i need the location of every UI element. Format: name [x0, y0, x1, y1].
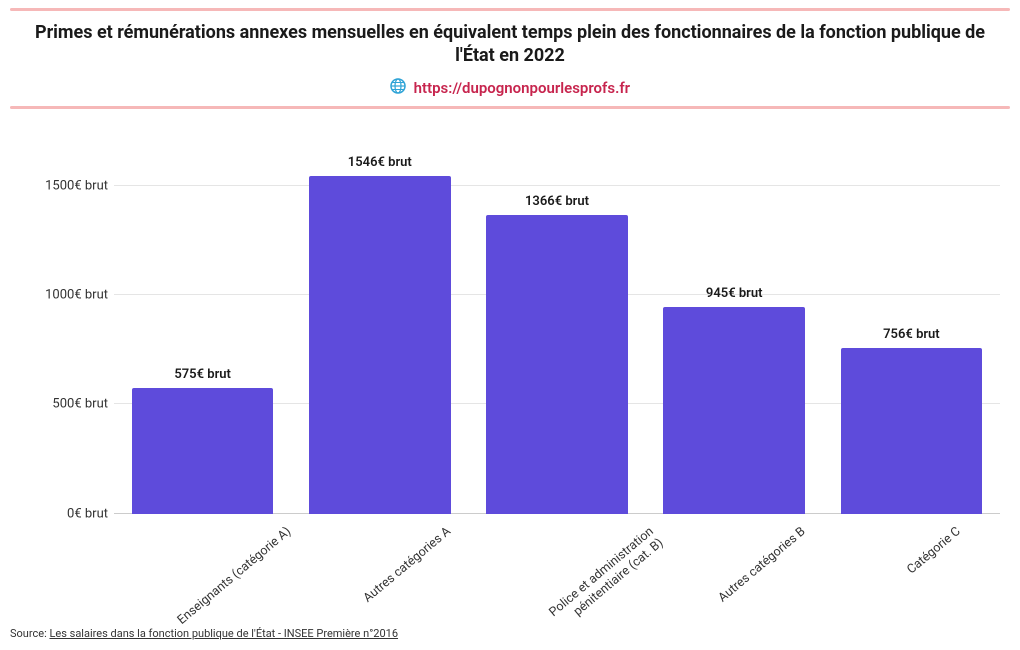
bar-slot: 1366€ brut [468, 134, 645, 514]
bar-value-label: 575€ brut [174, 367, 231, 388]
x-axis-labels: Enseignants (catégorie A)Autres catégori… [114, 514, 1000, 554]
y-axis-label: 0€ brut [67, 506, 108, 521]
bar-value-label: 756€ brut [883, 327, 940, 348]
chart-area: 0€ brut500€ brut1000€ brut1500€ brut 575… [20, 134, 1000, 514]
x-label-slot: Autres catégories B [646, 514, 823, 554]
bar-slot: 1546€ brut [291, 134, 468, 514]
x-label-slot: Police et administration pénitentiaire (… [468, 514, 645, 554]
bar-value-label: 945€ brut [706, 286, 763, 307]
x-axis-category: Enseignants (catégorie A) [174, 524, 303, 639]
source-prefix: Source: [10, 627, 49, 640]
chart-container: Primes et rémunérations annexes mensuell… [0, 0, 1020, 522]
y-axis-label: 1000€ brut [45, 288, 108, 303]
x-axis-category: Catégorie C [904, 524, 973, 589]
globe-icon [390, 78, 406, 98]
source-line: https://dupognonpourlesprofs.fr [10, 74, 1010, 106]
bar-slot: 945€ brut [646, 134, 823, 514]
source-link[interactable]: Les salaires dans la fonction publique d… [49, 627, 398, 640]
x-axis-category: Autres catégories A [361, 524, 464, 617]
x-label-slot: Autres catégories A [291, 514, 468, 554]
bar-value-label: 1366€ brut [525, 194, 589, 215]
y-axis-label: 500€ brut [52, 397, 108, 412]
bars-group: 575€ brut1546€ brut1366€ brut945€ brut75… [114, 134, 1000, 514]
chart-title: Primes et rémunérations annexes mensuell… [30, 21, 990, 68]
bar: 1366€ brut [486, 215, 628, 514]
y-axis-label: 1500€ brut [45, 178, 108, 193]
bar-slot: 756€ brut [823, 134, 1000, 514]
title-block: Primes et rémunérations annexes mensuell… [10, 11, 1010, 74]
x-label-slot: Catégorie C [823, 514, 1000, 554]
x-axis-category: Autres catégories B [715, 524, 818, 617]
mid-rule [10, 106, 1010, 109]
source-url-link[interactable]: https://dupognonpourlesprofs.fr [414, 79, 630, 97]
bar: 1546€ brut [309, 176, 451, 514]
bar-value-label: 1546€ brut [348, 155, 412, 176]
bar: 575€ brut [132, 388, 274, 514]
footer-source: Source: Les salaires dans la fonction pu… [10, 627, 398, 640]
bar-slot: 575€ brut [114, 134, 291, 514]
bar: 756€ brut [841, 348, 983, 513]
x-axis-category: Police et administration pénitentiaire (… [524, 524, 666, 650]
bar: 945€ brut [663, 307, 805, 514]
x-label-slot: Enseignants (catégorie A) [114, 514, 291, 554]
